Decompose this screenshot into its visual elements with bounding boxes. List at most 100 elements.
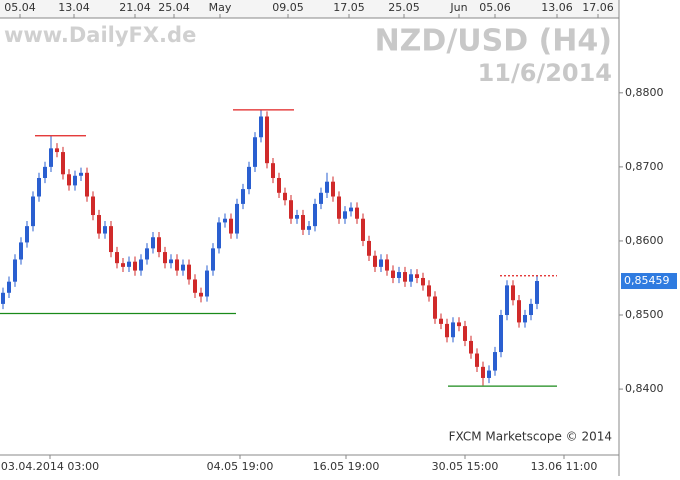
candle-body (499, 315, 503, 353)
candle-body (79, 172, 83, 176)
candle-body (139, 259, 143, 271)
candle-body (115, 252, 119, 264)
top-axis-label: 21.04 (119, 1, 151, 14)
bottom-axis-label: 30.05 15:00 (432, 460, 499, 473)
bottom-axis-label: 03.04.2014 03:00 (1, 460, 99, 473)
candle-body (157, 237, 161, 253)
candle-body (49, 148, 53, 167)
candle-body (187, 264, 191, 280)
candle-body (373, 255, 377, 267)
candle-body (7, 281, 11, 293)
candle-body (313, 203, 317, 227)
candle-body (241, 189, 245, 204)
last-price-box (621, 273, 677, 290)
candle-body (331, 181, 335, 197)
candle-body (259, 116, 263, 138)
candle-body (301, 215, 305, 230)
bottom-axis-label: 13.06 11:00 (531, 460, 598, 473)
chart-subtitle: 11/6/2014 (478, 59, 612, 87)
candle-body (343, 211, 347, 219)
chart-title: NZD/USD (H4) (375, 24, 612, 59)
candle-body (307, 226, 311, 230)
candle-body (253, 137, 257, 167)
candle-body (211, 248, 215, 271)
candle-body (517, 300, 521, 323)
candle-body (145, 248, 149, 260)
candle-body (265, 116, 269, 164)
candle-body (433, 296, 437, 319)
top-axis-label: 05.04 (4, 1, 36, 14)
candle-body (367, 240, 371, 256)
candle-body (529, 303, 533, 316)
candle-body (361, 218, 365, 241)
candle-body (13, 259, 17, 282)
candle-body (277, 177, 281, 193)
candle-body (67, 174, 71, 186)
candle-body (271, 163, 275, 178)
candle-body (475, 353, 479, 367)
candle-body (397, 272, 401, 278)
candle-body (391, 270, 395, 278)
top-axis-label: 13.04 (58, 1, 90, 14)
candle-body (493, 352, 497, 371)
top-axis-band (0, 0, 619, 18)
candle-body (25, 226, 29, 243)
y-tick-label: 0,8800 (625, 86, 664, 99)
candle-body (511, 285, 515, 301)
candle-body (523, 315, 527, 323)
candle-body (451, 322, 455, 338)
top-axis-label: May (209, 1, 232, 14)
y-tick-label: 0,8700 (625, 160, 664, 173)
top-axis-label: 25.04 (158, 1, 190, 14)
top-axis-label: 09.05 (272, 1, 304, 14)
candle-body (1, 292, 5, 304)
candle-body (205, 270, 209, 297)
candle-body (73, 175, 77, 186)
y-tick-label: 0,8500 (625, 308, 664, 321)
candle-body (445, 323, 449, 338)
candle-body (31, 196, 35, 227)
y-tick-label: 0,8600 (625, 234, 664, 247)
bottom-axis-label: 16.05 19:00 (313, 460, 380, 473)
candle-body (355, 207, 359, 219)
candle-body (349, 207, 353, 212)
candle-body (235, 203, 239, 234)
candle-body (55, 148, 59, 153)
candle-body (193, 279, 197, 293)
candle-body (37, 177, 41, 197)
candle-body (121, 263, 125, 267)
candle-body (295, 215, 299, 219)
candle-body (403, 272, 407, 282)
candle-body (415, 274, 419, 278)
candle-body (409, 274, 413, 282)
candle-body (19, 242, 23, 260)
top-axis-label: Jun (449, 1, 467, 14)
candle-body (535, 281, 539, 304)
candle-body (463, 326, 467, 341)
candle-body (421, 277, 425, 286)
candle-body (175, 259, 179, 271)
last-price-label: 0,85459 (624, 274, 670, 287)
candle-body (199, 292, 203, 297)
candle-body (385, 259, 389, 271)
candle-body (61, 152, 65, 175)
candle-body (133, 261, 137, 271)
candle-body (379, 259, 383, 267)
candle-body (319, 192, 323, 204)
candle-body (151, 237, 155, 249)
candle-body (487, 370, 491, 378)
y-tick-label: 0,8400 (625, 382, 664, 395)
candle-body (469, 340, 473, 354)
candle-body (229, 218, 233, 234)
candle-body (289, 200, 293, 219)
candle-body (91, 196, 95, 216)
top-axis-label: 25.05 (388, 1, 420, 14)
top-axis-label: 17.06 (582, 1, 614, 14)
top-axis-label: 17.05 (333, 1, 365, 14)
top-axis-label: 13.06 (541, 1, 573, 14)
candle-body (163, 252, 167, 264)
candle-body (103, 226, 107, 234)
candle-body (43, 166, 47, 178)
watermark: www.DailyFX.de (4, 23, 196, 47)
